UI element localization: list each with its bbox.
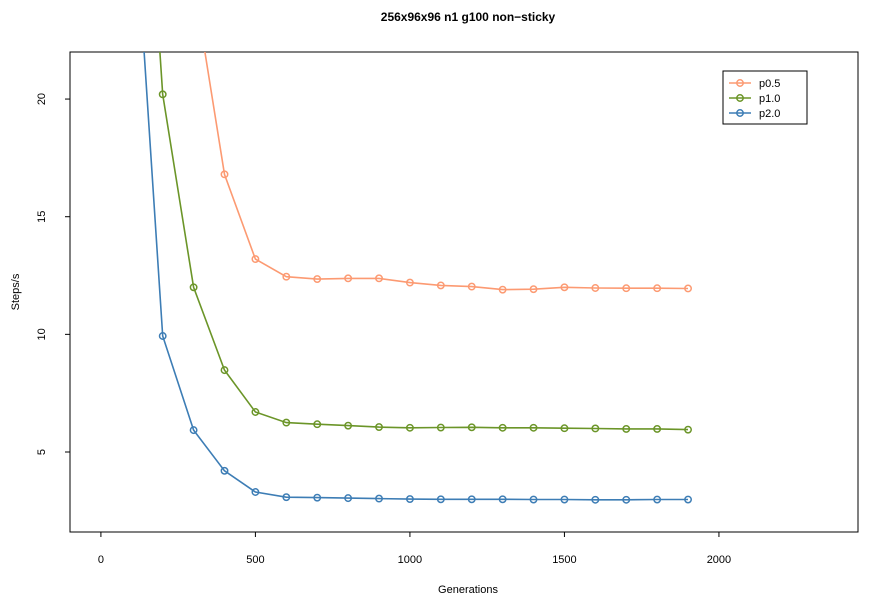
data-point xyxy=(251,408,260,416)
data-point xyxy=(220,366,229,375)
data-point xyxy=(560,424,569,433)
data-point xyxy=(313,493,322,502)
data-point xyxy=(313,275,322,284)
data-point xyxy=(622,495,631,504)
legend-swatch-marker xyxy=(736,94,744,102)
data-point xyxy=(498,285,507,294)
data-point xyxy=(282,272,291,281)
data-point xyxy=(560,495,569,504)
x-tick-label: 1500 xyxy=(552,554,576,566)
series-p2.0 xyxy=(143,52,692,504)
data-point xyxy=(282,493,291,502)
legend-label: p2.0 xyxy=(759,108,780,120)
data-point xyxy=(344,274,353,283)
y-tick-label: 20 xyxy=(36,93,48,105)
data-point xyxy=(529,285,538,294)
data-point xyxy=(529,495,538,504)
data-point xyxy=(529,423,538,432)
legend-label: p1.0 xyxy=(759,93,780,105)
data-point xyxy=(591,284,600,292)
data-point xyxy=(436,495,445,504)
data-point xyxy=(653,284,662,293)
data-point xyxy=(436,281,445,290)
chart-title: 256x96x96 n1 g100 non−sticky xyxy=(381,10,556,24)
y-axis: 5 10 15 20 xyxy=(36,93,70,455)
legend-item: p1.0 xyxy=(729,93,780,105)
data-point xyxy=(405,495,414,504)
y-tick-label: 10 xyxy=(36,328,48,340)
data-point xyxy=(405,278,414,287)
data-point xyxy=(560,283,569,292)
series-p0.5 xyxy=(204,52,692,294)
x-tick-label: 0 xyxy=(98,554,104,566)
series-p1.0 xyxy=(158,52,692,434)
data-point xyxy=(436,423,445,432)
data-point xyxy=(498,495,507,504)
data-point xyxy=(344,494,353,503)
data-point xyxy=(375,423,383,432)
data-point xyxy=(158,90,167,99)
data-point xyxy=(591,424,600,433)
data-point xyxy=(375,274,383,283)
data-point xyxy=(684,425,692,434)
data-point xyxy=(220,170,229,179)
data-point xyxy=(251,488,260,496)
data-point xyxy=(189,426,198,435)
data-point xyxy=(467,282,476,291)
legend: p0.5 p1.0 p2.0 xyxy=(722,70,808,125)
legend-item: p2.0 xyxy=(729,108,780,120)
x-axis-label: Generations xyxy=(438,584,498,596)
series-layer xyxy=(143,52,692,504)
data-point xyxy=(653,424,662,433)
data-point xyxy=(220,466,229,475)
x-tick-label: 1000 xyxy=(398,554,422,566)
y-tick-label: 5 xyxy=(36,449,48,455)
plot-frame xyxy=(69,51,859,533)
legend-swatch-marker xyxy=(736,79,744,87)
series-line xyxy=(143,52,688,501)
y-axis-label: Steps/s xyxy=(10,273,22,310)
data-point xyxy=(591,495,600,504)
legend-swatch-marker xyxy=(736,109,744,117)
y-tick-label: 15 xyxy=(36,211,48,223)
x-tick-label: 2000 xyxy=(707,554,731,566)
data-point xyxy=(622,284,631,293)
legend-label: p0.5 xyxy=(759,78,780,90)
data-point xyxy=(189,283,198,292)
x-tick-label: 500 xyxy=(246,554,264,566)
data-point xyxy=(622,424,631,433)
data-point xyxy=(282,418,291,427)
data-point xyxy=(251,255,260,264)
legend-item: p0.5 xyxy=(729,78,780,90)
series-line xyxy=(159,52,689,431)
data-point xyxy=(344,421,353,430)
x-axis: 0 500 1000 1500 2000 xyxy=(98,532,731,566)
data-point xyxy=(467,495,476,504)
data-point xyxy=(405,423,414,432)
data-point xyxy=(375,494,383,503)
data-point xyxy=(313,420,322,429)
data-point xyxy=(498,423,507,432)
data-point xyxy=(467,423,476,432)
data-point xyxy=(684,495,692,504)
series-line xyxy=(204,52,689,291)
data-point xyxy=(684,284,692,293)
data-point xyxy=(653,495,662,504)
data-point xyxy=(158,332,167,340)
